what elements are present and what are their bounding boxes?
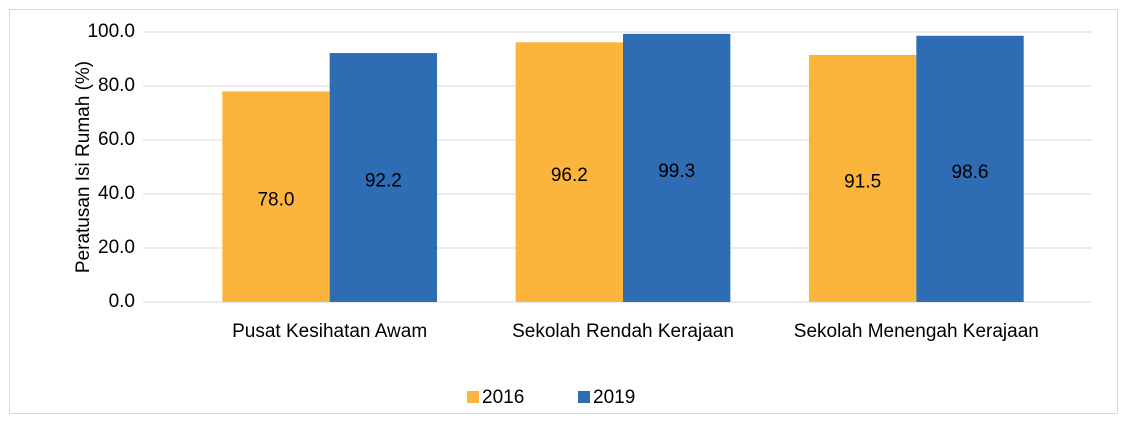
bar xyxy=(916,35,1024,302)
x-tick-label: Pusat Kesihatan Awam xyxy=(232,321,428,342)
y-tick-label: 40.0 xyxy=(98,183,135,204)
legend-swatch xyxy=(467,391,479,403)
x-tick-label: Sekolah Rendah Kerajaan xyxy=(512,321,734,342)
data-label: 96.2 xyxy=(551,165,588,186)
data-label: 98.6 xyxy=(952,162,989,183)
y-axis-title: Peratusan Isi Rumah (%) xyxy=(73,61,94,273)
legend-swatch xyxy=(578,391,590,403)
bar xyxy=(515,42,623,302)
bar xyxy=(222,91,330,303)
data-label: 92.2 xyxy=(365,171,402,192)
y-tick-label: 60.0 xyxy=(98,129,135,150)
bar xyxy=(329,53,438,303)
chart-border xyxy=(9,9,1118,414)
x-tick-label: Sekolah Menengah Kerajaan xyxy=(793,321,1039,342)
y-tick-label: 0.0 xyxy=(109,291,135,312)
y-tick-label: 20.0 xyxy=(98,237,135,258)
legend-label: 2019 xyxy=(593,387,635,408)
data-label: 91.5 xyxy=(844,171,881,192)
data-label: 78.0 xyxy=(257,190,294,211)
bar xyxy=(623,33,731,302)
bar xyxy=(808,54,917,303)
data-label: 99.3 xyxy=(658,161,695,182)
y-tick-label: 80.0 xyxy=(98,75,135,96)
legend-label: 2016 xyxy=(482,387,524,408)
y-tick-label: 100.0 xyxy=(87,21,135,42)
